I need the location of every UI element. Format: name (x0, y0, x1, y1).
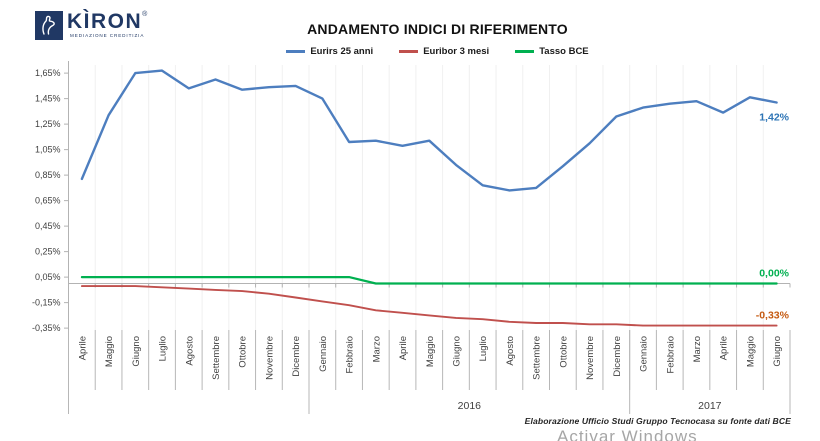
month-label: Marzo (692, 336, 703, 362)
y-tick-label: 0,25% (35, 247, 61, 257)
y-tick-label: 0,05% (35, 272, 61, 282)
brand-logo-mark (35, 11, 63, 40)
windows-activation-watermark: Activar Windows (557, 428, 737, 441)
month-label: Luglio (478, 336, 489, 361)
month-label: Maggio (425, 336, 436, 367)
series-end-label: -0,33% (756, 310, 790, 322)
legend-line-swatch (399, 50, 419, 53)
month-label: Giugno (131, 336, 142, 367)
legend-item-euribor: Euribor 3 mesi (399, 46, 489, 57)
legend-line-swatch (286, 50, 306, 53)
y-tick-label: 0,65% (35, 196, 61, 206)
month-label: Aprile (719, 336, 730, 360)
legend-line-swatch (515, 50, 535, 53)
month-label: Aprile (398, 336, 409, 360)
y-tick-label: 1,05% (35, 145, 61, 155)
centaur-icon (42, 15, 55, 35)
y-tick-label: 0,85% (35, 170, 61, 180)
month-label: Maggio (745, 336, 756, 367)
legend-label: Tasso BCE (539, 46, 589, 57)
y-tick-label: 1,45% (35, 94, 61, 104)
watermark-text: Activar Windows (557, 428, 698, 441)
series-line-tasso-bce (80, 276, 778, 285)
month-label: Novembre (264, 336, 275, 380)
y-tick-label: -0,15% (32, 298, 61, 308)
month-label: Novembre (585, 336, 596, 380)
series-line-euribor-3-mesi (80, 285, 778, 327)
source-note: Elaborazione Ufficio Studi Gruppo Tecnoc… (524, 416, 791, 426)
month-label: Settembre (532, 336, 543, 380)
month-label: Aprile (77, 336, 88, 360)
month-label: Febbraio (665, 336, 676, 374)
chart-legend: Eurirs 25 anni Euribor 3 mesi Tasso BCE (286, 46, 589, 57)
chart-header: ANDAMENTO INDICI DI RIFERIMENTO Eurirs 2… (55, 21, 820, 58)
brand-logo-text: KÌRON® MEDIAZIONE CREDITIZIA (67, 11, 147, 39)
y-tick-label: 1,25% (35, 119, 61, 129)
month-label: Gennaio (318, 336, 329, 372)
legend-item-tasso-bce: Tasso BCE (515, 46, 589, 57)
year-label: 2016 (458, 400, 482, 412)
legend-label: Euribor 3 mesi (423, 46, 490, 57)
y-tick-label: -0,35% (32, 323, 61, 333)
brand-name: KÌRON (67, 10, 143, 33)
year-label: 2017 (698, 400, 722, 412)
month-label: Ottobre (238, 336, 249, 368)
month-label: Giugno (451, 336, 462, 367)
series-end-label: 0,00% (759, 268, 789, 280)
brand-tagline: MEDIAZIONE CREDITIZIA (70, 33, 145, 38)
y-tick-label: 0,45% (35, 221, 61, 231)
month-label: Agosto (505, 336, 516, 366)
legend-label: Eurirs 25 anni (310, 46, 374, 57)
month-label: Maggio (104, 336, 115, 367)
month-label: Dicembre (291, 336, 302, 377)
month-label: Dicembre (612, 336, 623, 377)
month-label: Luglio (158, 336, 169, 361)
month-label: Agosto (184, 336, 195, 366)
legend-item-eurirs: Eurirs 25 anni (286, 46, 373, 57)
month-label: Giugno (772, 336, 783, 367)
month-label: Febbraio (345, 336, 356, 374)
series-line-eurirs-25-anni (80, 69, 778, 192)
registered-mark: ® (142, 11, 148, 18)
month-label: Ottobre (558, 336, 569, 368)
month-label: Settembre (211, 336, 222, 380)
brand-logo: KÌRON® MEDIAZIONE CREDITIZIA (35, 11, 147, 40)
month-label: Marzo (371, 336, 382, 362)
chart-title: ANDAMENTO INDICI DI RIFERIMENTO (307, 21, 568, 37)
y-tick-label: 1,65% (35, 68, 61, 78)
series-end-label: 1,42% (759, 111, 789, 123)
month-label: Gennaio (639, 336, 650, 372)
